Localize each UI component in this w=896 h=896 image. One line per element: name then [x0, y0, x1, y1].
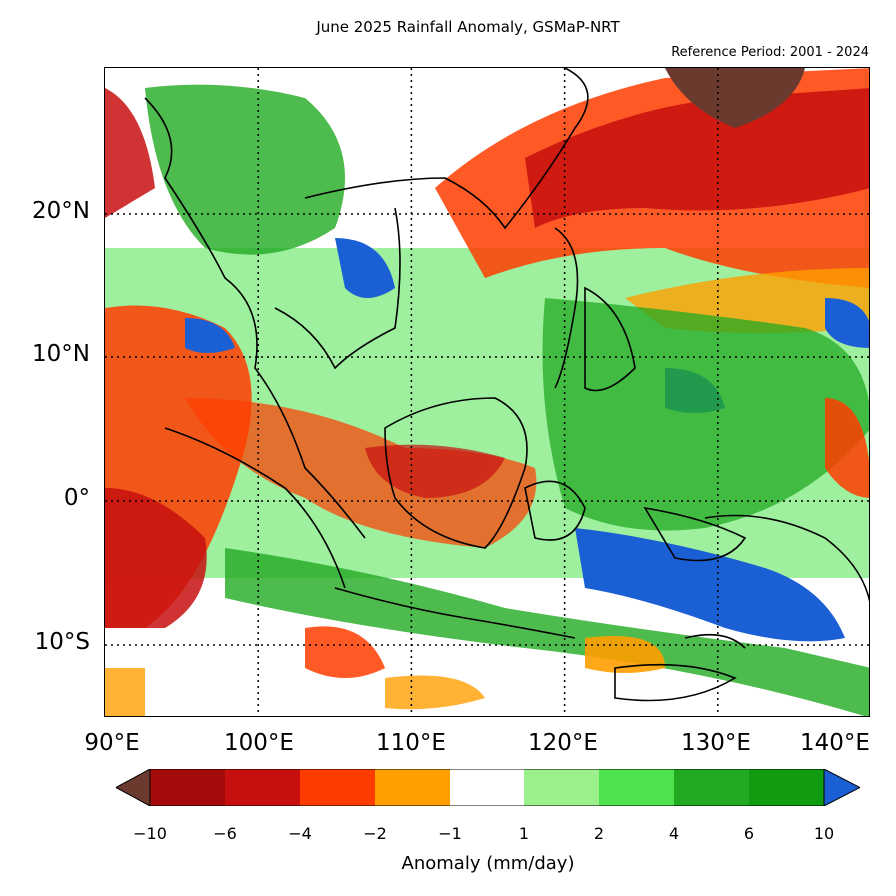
colorbar — [116, 769, 860, 806]
colorbar-label: Anomaly (mm/day) — [401, 853, 575, 874]
colorbar-tick: −1 — [438, 824, 462, 843]
colorbar-tick: −2 — [363, 824, 387, 843]
colorbar-tick: 2 — [593, 824, 605, 843]
colorbar-tick: −4 — [288, 824, 312, 843]
colorbar-bin — [749, 769, 824, 806]
colorbar-tick: −10 — [133, 824, 167, 843]
lat-label-0: 0° — [63, 485, 90, 511]
colorbar-tick: 10 — [813, 824, 835, 843]
colorbar-bin — [225, 769, 300, 806]
lat-label-10n: 10°N — [32, 341, 90, 367]
colorbar-bin — [524, 769, 599, 806]
lon-label-140e: 140°E — [800, 730, 870, 756]
lat-label-20n: 20°N — [32, 198, 90, 224]
lon-label-130e: 130°E — [681, 730, 751, 756]
colorbar-tick: −6 — [213, 824, 237, 843]
colorbar-tick: 1 — [518, 824, 530, 843]
chart-title: June 2025 Rainfall Anomaly, GSMaP-NRT — [316, 18, 620, 36]
lon-label-90e: 90°E — [84, 730, 140, 756]
colorbar-bin — [150, 769, 225, 806]
colorbar-bin — [300, 769, 375, 806]
colorbar-tick: 6 — [743, 824, 755, 843]
colorbar-bin — [599, 769, 674, 806]
colorbar-bin — [450, 769, 524, 806]
lon-label-110e: 110°E — [376, 730, 446, 756]
lon-label-100e: 100°E — [224, 730, 294, 756]
graticule — [105, 68, 869, 716]
lat-label-10s: 10°S — [34, 629, 90, 655]
colorbar-bin — [674, 769, 749, 806]
colorbar-tick: 4 — [668, 824, 680, 843]
colorbar-over-arrow — [823, 769, 860, 806]
rainfall-anomaly-map — [104, 67, 870, 717]
map-canvas — [105, 68, 869, 716]
colorbar-under-arrow — [116, 769, 151, 806]
reference-period: Reference Period: 2001 - 2024 — [671, 45, 869, 60]
colorbar-bin — [375, 769, 450, 806]
lon-label-120e: 120°E — [528, 730, 598, 756]
